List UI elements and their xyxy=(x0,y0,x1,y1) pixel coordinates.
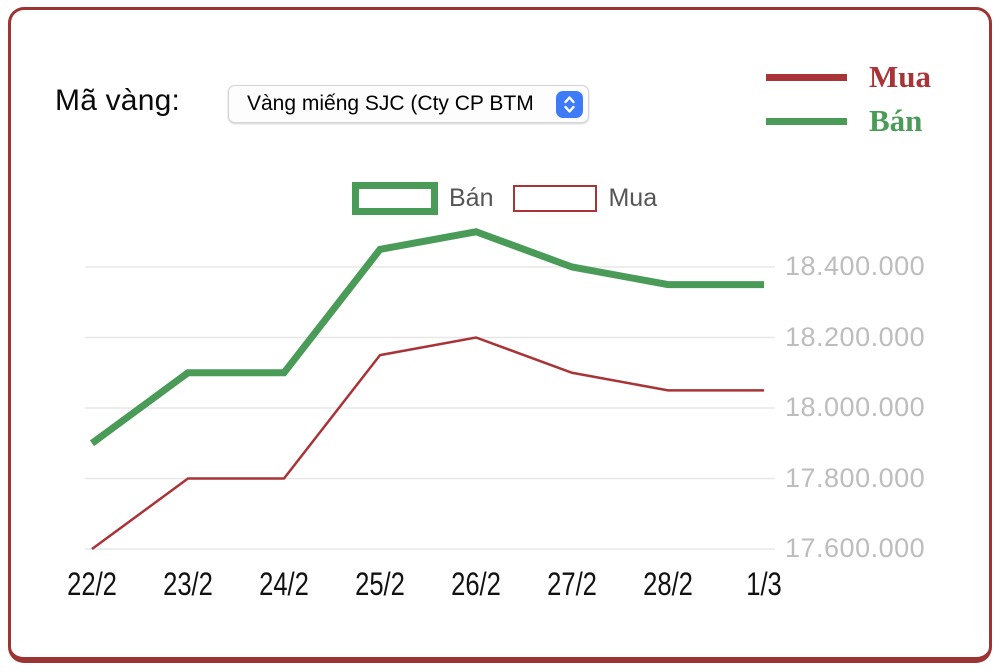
chart-legend-label-ban: Bán xyxy=(449,184,494,212)
x-axis-label: 23/2 xyxy=(163,566,213,602)
select-stepper[interactable] xyxy=(556,91,583,118)
chart-legend-swatch-ban xyxy=(352,182,438,215)
x-axis-label: 27/2 xyxy=(547,566,597,602)
chart-legend-label-mua: Mua xyxy=(608,184,658,212)
chart-legend-swatch-mua xyxy=(513,185,598,212)
legend-right-item-ban: Bán xyxy=(766,102,931,140)
gold-code-label: Mã vàng: xyxy=(55,84,180,117)
y-axis-label: 17.600.000 xyxy=(785,533,926,563)
chart-legend: Bán Mua xyxy=(352,182,677,215)
chart-legend-item-ban: Bán xyxy=(352,182,513,215)
select-value: Vàng miếng SJC (Cty CP BTM xyxy=(247,92,534,115)
x-axis-label: 26/2 xyxy=(451,566,501,602)
x-axis-label: 1/3 xyxy=(746,566,782,602)
x-axis-label: 24/2 xyxy=(259,566,309,602)
chart-plot xyxy=(85,228,775,551)
mua-line-swatch xyxy=(766,73,847,81)
legend-right: Mua Bán xyxy=(766,58,931,146)
x-axis-label: 25/2 xyxy=(355,566,405,602)
y-axis-label: 18.000.000 xyxy=(785,392,926,422)
chevron-up-down-icon xyxy=(564,96,575,113)
chart-legend-item-mua: Mua xyxy=(513,184,677,213)
mua-label: Mua xyxy=(869,59,931,94)
series-line-ban xyxy=(89,228,764,447)
ban-label: Bán xyxy=(869,103,923,138)
x-axis-label: 28/2 xyxy=(643,566,693,602)
y-axis-label: 18.400.000 xyxy=(785,251,926,281)
y-axis-label: 17.800.000 xyxy=(785,462,926,493)
chart-area: 18.400.000 18.200.000 18.000.000 17.800.000… xyxy=(11,10,989,657)
y-axis-label: 18.200.000 xyxy=(785,321,926,352)
ban-line-swatch xyxy=(766,117,847,125)
x-axis-label: 22/2 xyxy=(67,566,117,602)
series-line-mua xyxy=(91,336,764,551)
card: Mã vàng: Vàng miếng SJC (Cty CP BTM Mua … xyxy=(8,7,992,663)
legend-right-item-mua: Mua xyxy=(766,58,931,96)
gold-type-select[interactable]: Vàng miếng SJC (Cty CP BTM xyxy=(228,85,589,123)
